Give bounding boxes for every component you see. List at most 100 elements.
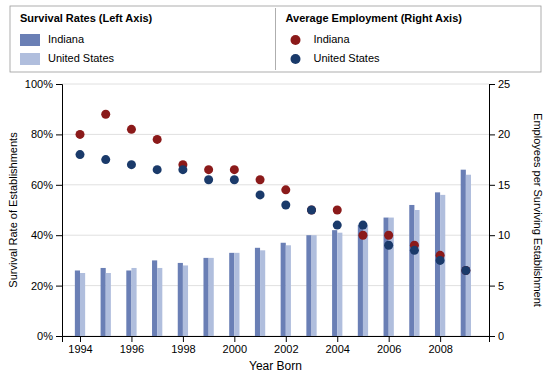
bar <box>414 210 419 336</box>
dot <box>256 190 265 199</box>
tick-mark <box>131 336 132 342</box>
tick: 2002 <box>274 336 298 355</box>
tick: 10 <box>489 229 510 241</box>
dot <box>153 165 162 174</box>
bar <box>234 253 239 336</box>
tick-label: 60% <box>31 179 53 191</box>
tick-label: 40% <box>31 229 53 241</box>
tick-mark <box>286 336 287 342</box>
y2-axis-title: Employees per Surviving Establishment <box>532 113 544 307</box>
bar <box>312 235 317 336</box>
dot <box>307 206 316 215</box>
tick-label: 0 <box>498 330 504 342</box>
legend-swatch <box>20 34 40 46</box>
axis-line <box>490 85 496 337</box>
tick: 2006 <box>377 336 401 355</box>
legend: Survival Rates (Left Axis)IndianaUnited … <box>10 6 541 72</box>
dot <box>230 175 239 184</box>
tick-label: 0% <box>37 330 53 342</box>
legend-divider <box>275 8 276 70</box>
legend-swatch <box>291 35 301 45</box>
legend-label: United States <box>314 52 381 64</box>
legend-label: Indiana <box>314 33 351 45</box>
tick-label: 2008 <box>428 343 452 355</box>
tick-mark <box>489 134 495 135</box>
tick-mark <box>489 185 495 186</box>
bar <box>80 273 85 336</box>
dot <box>204 165 213 174</box>
tick: 40% <box>31 229 62 241</box>
bar <box>229 253 234 336</box>
tick-mark <box>234 336 235 342</box>
dot-series <box>76 110 471 275</box>
bar <box>183 265 188 336</box>
tick: 5 <box>489 280 504 292</box>
tick-mark <box>489 336 495 337</box>
dot <box>230 165 239 174</box>
dot <box>256 175 265 184</box>
tick: 2004 <box>325 336 349 355</box>
tick: 60% <box>31 179 62 191</box>
bar <box>126 270 131 336</box>
y-axis-title: Survival Rate of Establishments <box>7 132 19 288</box>
dot <box>333 221 342 230</box>
tick-label: 1998 <box>171 343 195 355</box>
tick: 80% <box>31 128 62 140</box>
tick-mark <box>337 336 338 342</box>
tick-label: 80% <box>31 128 53 140</box>
dot <box>281 185 290 194</box>
tick-label: 10 <box>498 229 510 241</box>
bar <box>209 258 214 336</box>
dot-series <box>76 150 471 275</box>
tick: 0 <box>489 330 504 342</box>
tick-mark <box>56 84 62 85</box>
tick: 1996 <box>120 336 144 355</box>
bar <box>203 258 208 336</box>
legend-title: Average Employment (Right Axis) <box>286 12 463 24</box>
tick-mark <box>489 286 495 287</box>
bar <box>260 250 265 336</box>
tick: 20% <box>31 280 62 292</box>
tick-label: 15 <box>498 179 510 191</box>
tick: 20 <box>489 128 510 140</box>
tick: 0% <box>37 330 62 342</box>
bar <box>152 260 157 336</box>
tick: 2000 <box>223 336 247 355</box>
dot <box>358 231 367 240</box>
bar <box>332 230 337 336</box>
tick-mark <box>489 84 495 85</box>
dot <box>384 231 393 240</box>
bar <box>440 195 445 336</box>
tick-mark <box>56 185 62 186</box>
bar <box>255 248 260 336</box>
bar <box>157 268 162 336</box>
grid-line <box>62 134 489 135</box>
bar <box>306 235 311 336</box>
dot <box>333 206 342 215</box>
legend-box <box>10 6 541 72</box>
tick-label: 2002 <box>274 343 298 355</box>
plot-area <box>75 110 471 336</box>
bar <box>75 270 80 336</box>
tick-mark <box>56 235 62 236</box>
bar <box>106 273 111 336</box>
bar <box>101 268 106 336</box>
bar <box>461 170 466 336</box>
tick: 25 <box>489 78 510 90</box>
bar <box>337 233 342 336</box>
dot <box>358 221 367 230</box>
bar <box>363 225 368 336</box>
dot <box>204 175 213 184</box>
tick-label: 20 <box>498 128 510 140</box>
dot <box>461 266 470 275</box>
tick-mark <box>389 336 390 342</box>
tick: 1994 <box>68 336 92 355</box>
grid-line <box>62 84 489 85</box>
tick-label: 20% <box>31 280 53 292</box>
legend-swatch <box>291 54 301 64</box>
tick-label: 100% <box>25 78 53 90</box>
legend-label: Indiana <box>48 33 85 45</box>
dot <box>178 165 187 174</box>
dot <box>76 150 85 159</box>
tick-label: 25 <box>498 78 510 90</box>
